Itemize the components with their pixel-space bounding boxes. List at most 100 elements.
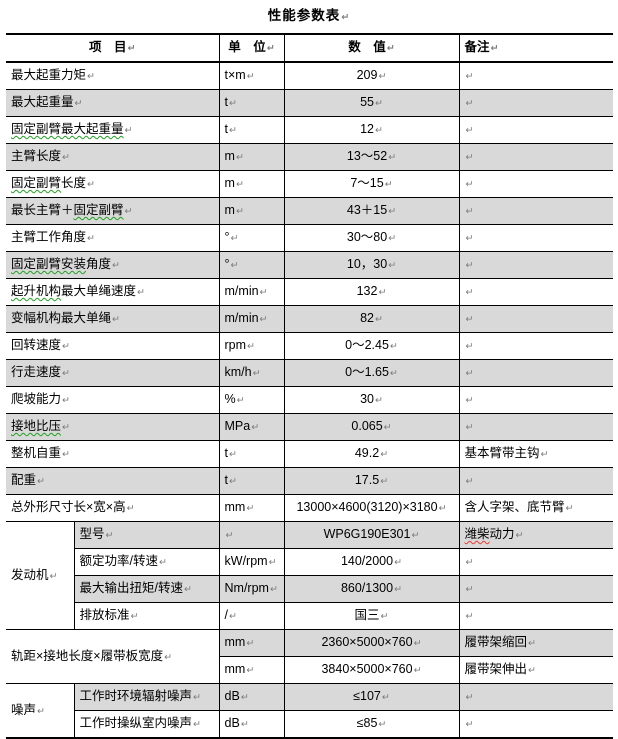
cell-text-part: 动力 (489, 527, 515, 542)
value-cell: ≤85↵ (283, 710, 460, 739)
remark-cell: ↵¤ (458, 575, 614, 603)
value-cell: 2360×5000×760↵ (283, 629, 460, 657)
table-row: 行走速度↵km/h↵0～1.65↵↵¤ (6, 359, 614, 387)
cell-text: 7～15 (350, 176, 384, 191)
cell-text: t (224, 473, 228, 488)
paragraph-mark: ↵ (112, 260, 120, 272)
paragraph-mark: ↵ (246, 71, 255, 83)
paragraph-mark: ↵ (465, 125, 474, 137)
cell-text: 固定副臂最大起重量 (11, 122, 124, 136)
cell-text: WP6G190E301 (323, 527, 411, 542)
cell-text: 12 (360, 122, 374, 137)
remark-cell: ↵¤ (458, 548, 614, 576)
paragraph-mark: ↵ (62, 368, 70, 380)
unit-cell: mm↵ (218, 656, 285, 684)
paragraph-mark: ↵ (386, 43, 395, 55)
paragraph-mark: ↵ (252, 368, 261, 380)
unit-cell: mm↵ (218, 629, 285, 657)
cell-text: 项 目 (89, 40, 127, 55)
remark-cell: ↵¤ (458, 143, 614, 171)
item-cell: 固定副臂长度↵ (6, 170, 220, 198)
paragraph-mark: ↵ (465, 584, 474, 596)
paragraph-mark: ↵ (465, 98, 474, 110)
spellcheck-underline: 潍柴 (464, 527, 490, 542)
cell-text: t×m (224, 68, 246, 83)
remark-cell: 履带架伸出↵¤ (458, 656, 614, 684)
paragraph-mark: ↵ (380, 476, 389, 488)
value-cell: 209↵ (283, 61, 460, 90)
sub-item-cell: 工作时操纵室内噪声↵ (73, 710, 220, 739)
paragraph-mark: ↵ (251, 422, 260, 434)
paragraph-mark: ↵ (515, 530, 524, 542)
table-row: 最长主臂＋固定副臂↵m↵43＋15↵↵¤ (6, 197, 614, 225)
cell-text: 配重 (11, 473, 37, 488)
item-cell: 固定副臂最大起重量↵ (6, 116, 220, 144)
paragraph-mark: ↵ (465, 719, 474, 731)
value-cell: 82↵ (283, 305, 460, 333)
paragraph-mark: ↵ (246, 665, 255, 677)
paragraph-mark: ↵ (389, 341, 398, 353)
paragraph-mark: ↵ (229, 98, 237, 110)
value-cell: 140/2000↵ (283, 548, 460, 576)
paragraph-mark: ↵ (259, 287, 268, 299)
table-row: 固定副臂长度↵m↵7～15↵↵¤ (6, 170, 614, 198)
cell-text: mm (224, 500, 246, 515)
value-cell: 132↵ (283, 278, 460, 306)
item-cell: 回转速度↵ (6, 332, 220, 360)
cell-text: 10，30 (346, 257, 388, 272)
paragraph-mark: ↵ (374, 395, 383, 407)
remark-cell: ↵¤ (458, 170, 614, 198)
paragraph-mark: ↵ (383, 422, 392, 434)
table-row: 变幅机构最大单绳↵m/min↵82↵↵¤ (6, 305, 614, 333)
paragraph-mark: ↵ (490, 43, 499, 55)
paragraph-mark: ↵ (465, 395, 474, 407)
value-cell: 7～15↵ (283, 170, 460, 198)
cell-text: 0.065 (351, 419, 383, 434)
cell-text: dB (224, 689, 240, 704)
cell-text: t (224, 122, 228, 137)
item-cell: 固定副臂安装角度↵ (6, 251, 220, 279)
value-cell: 17.5↵ (283, 467, 460, 495)
unit-cell: dB↵ (218, 683, 285, 711)
spellcheck-underline: 接地比压 (11, 419, 62, 434)
cell-text: ≤85 (356, 716, 378, 731)
cell-text: 回转速度 (11, 338, 62, 353)
paragraph-mark: ↵ (37, 476, 45, 488)
unit-cell: dB↵ (218, 710, 285, 739)
cell-text: 备注 (464, 40, 490, 55)
header-unit-cell: 单 位↵ (218, 33, 285, 63)
cell-text: 13～52 (346, 149, 388, 164)
paragraph-mark: ↵ (378, 287, 387, 299)
cell-text: % (224, 392, 236, 407)
cell-text: 30 (360, 392, 374, 407)
paragraph-mark: ↵ (37, 705, 45, 717)
remark-cell: ↵¤ (458, 683, 614, 711)
page-title: 性能参数表↵ (0, 4, 618, 24)
cell-text: ° (224, 230, 230, 245)
paragraph-mark: ↵ (235, 152, 244, 164)
cell-text: MPa (224, 419, 251, 434)
paragraph-mark: ↵ (230, 233, 239, 245)
cell-text: 工作时操纵室内噪声 (79, 716, 193, 731)
paragraph-mark: ↵ (465, 314, 474, 326)
paragraph-mark: ↵ (380, 449, 389, 461)
cell-text: m (224, 176, 235, 191)
cell-text: 30～80 (346, 230, 388, 245)
cell-text: 3840×5000×760 (321, 662, 413, 677)
cell-text: 固定副臂安装角度 (11, 257, 111, 271)
table-row: 回转速度↵rpm↵0～2.45↵↵¤ (6, 332, 614, 360)
cell-text: dB (224, 716, 240, 731)
remark-cell: ↵¤ (458, 305, 614, 333)
header-item-cell: 项 目↵ (6, 33, 220, 63)
table-row: 配重↵t↵17.5↵↵¤ (6, 467, 614, 495)
cell-text: 数 值 (348, 40, 386, 55)
paragraph-mark: ↵ (413, 638, 422, 650)
paragraph-mark: ↵ (62, 341, 70, 353)
paragraph-mark: ↵ (87, 233, 95, 245)
paragraph-mark: ↵ (247, 341, 256, 353)
paragraph-mark: ↵ (465, 260, 474, 272)
cell-text: m (224, 149, 235, 164)
value-cell: 49.2↵ (283, 440, 460, 468)
table-row: 轨距×接地长度×履带板宽度↵mm↵2360×5000×760↵履带架缩回↵¤ (6, 629, 614, 684)
unit-cell: MPa↵ (218, 413, 285, 441)
